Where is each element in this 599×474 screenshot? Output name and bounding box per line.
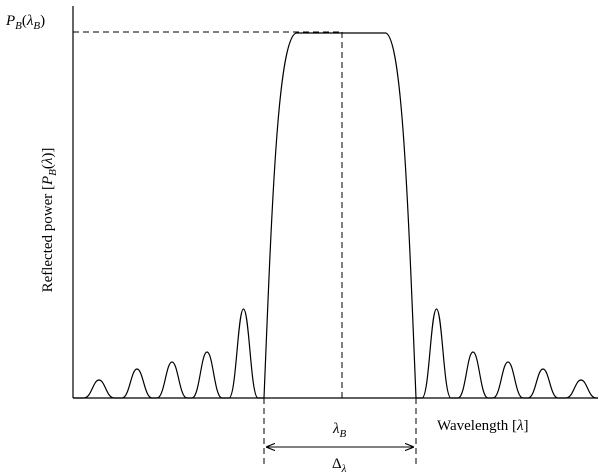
x-axis-label: Wavelength [λ] [437,418,529,434]
center-wavelength-label: λB [332,421,347,440]
bandwidth-label: Δλ [332,456,347,474]
y-peak-label: PB(λB) [5,13,45,32]
reflection-curve [73,32,598,399]
y-axis-label: Reflected power [PB(λ)] [40,148,59,293]
